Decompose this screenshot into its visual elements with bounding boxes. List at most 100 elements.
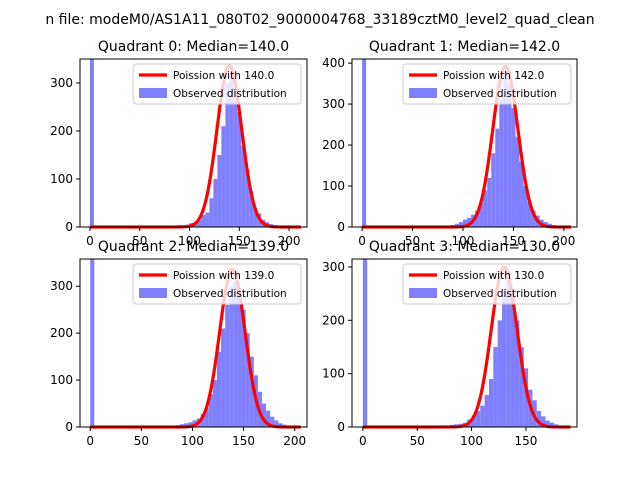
axes-frame (79, 258, 308, 428)
histogram-bar (497, 320, 502, 427)
histogram-bar (515, 320, 520, 427)
histogram-bar (233, 281, 238, 427)
y-tick-label: 0 (65, 420, 73, 434)
x-tick-label: 0 (86, 434, 94, 448)
histogram-bar (502, 288, 507, 427)
histogram-bar (249, 356, 254, 427)
histogram-bar (241, 145, 246, 227)
histogram-bar (491, 153, 496, 227)
histogram-bar (237, 111, 242, 227)
y-tick-label: 200 (322, 138, 345, 152)
legend-label-poisson: Poission with 140.0 (173, 70, 274, 82)
y-tick-label: 100 (322, 367, 345, 381)
histogram-bar (200, 413, 205, 427)
x-tick-label: 150 (228, 234, 251, 248)
x-tick-label: 150 (514, 434, 537, 448)
legend: Poission with 139.0 Observed distribution (132, 263, 302, 305)
y-tick-label: 200 (322, 313, 345, 327)
histogram-bar (475, 411, 481, 427)
axes-frame (351, 258, 578, 428)
legend-box (402, 63, 572, 105)
histogram-bar (523, 186, 528, 227)
histogram-bar (471, 415, 476, 427)
legend-label-observed: Observed distribution (443, 88, 557, 100)
histogram-bar (225, 304, 230, 427)
legend-box (132, 263, 302, 305)
histogram-bar (503, 71, 508, 227)
histogram-bar (201, 215, 206, 227)
legend-bar-swatch (409, 88, 437, 98)
axes-frame (351, 58, 578, 228)
histogram-bar (458, 222, 463, 227)
histogram-bar (462, 219, 468, 227)
histogram-bar (507, 83, 512, 228)
x-tick-label: 200 (278, 234, 301, 248)
histogram-bar (204, 408, 209, 427)
histogram-bar (541, 416, 546, 427)
x-tick-label: 0 (359, 434, 367, 448)
histogram-bar (479, 202, 484, 227)
histogram-bar (519, 347, 524, 427)
panel-title: Quadrant 0: Median=140.0 (98, 39, 289, 55)
y-tick-label: 300 (322, 260, 345, 274)
histogram-bar (480, 405, 485, 427)
histogram-bars (362, 59, 568, 228)
legend: Poission with 142.0 Observed distribution (402, 63, 572, 105)
histogram-bar (506, 277, 511, 427)
x-tick-label: 150 (232, 434, 255, 448)
histogram-bar (531, 210, 536, 227)
histogram-bar (515, 136, 520, 227)
x-tick-label: 100 (178, 234, 201, 248)
x-tick-label: 100 (452, 234, 475, 248)
histogram-bar (253, 207, 258, 227)
legend: Poission with 140.0 Observed distribution (132, 63, 302, 105)
panel-quadrant-0: Quadrant 0: Median=140.0 0 50 100 150 200 0 100… (50, 39, 308, 248)
histogram-bar (362, 259, 368, 427)
y-tick-label: 300 (322, 97, 345, 111)
legend-bar-swatch (139, 288, 167, 298)
x-tick-label: 150 (502, 234, 525, 248)
histogram-bar (278, 423, 283, 427)
histogram-bar (217, 155, 222, 227)
legend-label-poisson: Poission with 139.0 (173, 270, 274, 282)
histogram-bar (266, 410, 271, 427)
y-tick-label: 100 (50, 172, 73, 186)
x-tick-label: 0 (86, 234, 94, 248)
histogram-bar (229, 286, 234, 427)
histogram-bar (536, 411, 542, 427)
legend-bar-swatch (409, 288, 437, 298)
histogram-bar (475, 210, 480, 227)
panel-title: Quadrant 3: Median=130.0 (369, 239, 560, 255)
histogram-bar (221, 328, 226, 427)
histogram-bar (217, 351, 222, 427)
histogram-bar (499, 95, 504, 227)
histogram-bar (212, 380, 218, 427)
axes-frame (79, 58, 308, 228)
x-tick-label: 50 (134, 434, 149, 448)
histogram-bar (262, 403, 267, 427)
histogram-bar (229, 73, 234, 228)
histogram-bar (241, 309, 246, 427)
y-tick-label: 200 (50, 124, 73, 138)
y-tick-label: 400 (322, 56, 345, 70)
histogram-bar (545, 420, 550, 427)
x-tick-label: 50 (410, 434, 425, 448)
legend-label-observed: Observed distribution (173, 88, 287, 100)
histogram-bar (225, 83, 230, 227)
legend-label-observed: Observed distribution (173, 288, 287, 300)
legend-label-poisson: Poission with 130.0 (443, 270, 544, 282)
histogram-bar (519, 161, 524, 227)
histogram-bar (209, 198, 214, 227)
histogram-bar (510, 293, 516, 427)
histogram-bar (483, 190, 488, 227)
legend: Poission with 130.0 Observed distribution (402, 263, 572, 305)
panel-quadrant-3: Quadrant 3: Median=130.0 0 50 100 150 0 100 200… (322, 239, 578, 448)
histogram-bar (90, 259, 95, 427)
histogram-bar (197, 219, 202, 227)
histogram-bar (245, 169, 250, 227)
x-tick-label: 100 (460, 434, 483, 448)
histogram-bar (274, 420, 279, 427)
histogram-bar (237, 290, 242, 427)
x-tick-label: 0 (358, 234, 366, 248)
histogram-bar (233, 87, 238, 227)
